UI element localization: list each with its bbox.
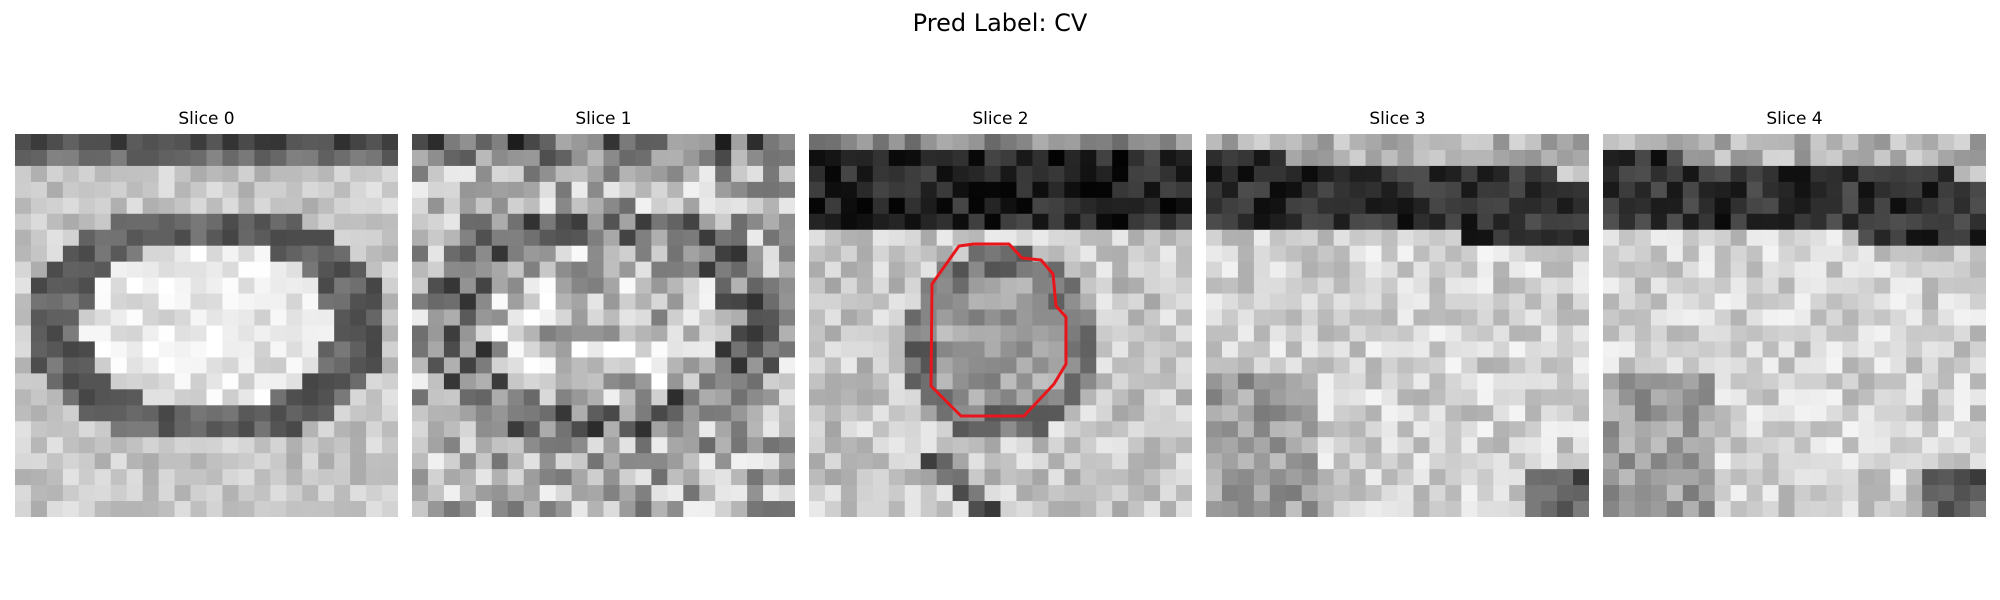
slice-1-image (412, 134, 795, 517)
slice-4-image (1603, 134, 1986, 517)
slice-0-title: Slice 0 (178, 109, 235, 129)
slice-4-title: Slice 4 (1766, 109, 1823, 129)
slice-0-image (15, 134, 398, 517)
slice-1-title: Slice 1 (575, 109, 632, 129)
segmentation-contour (929, 242, 1068, 418)
slice-3-title: Slice 3 (1369, 109, 1426, 129)
slice-2-image (809, 134, 1192, 517)
slice-2-title: Slice 2 (972, 109, 1029, 129)
figure-title: Pred Label: CV (912, 9, 1088, 37)
slice-3-image (1206, 134, 1589, 517)
